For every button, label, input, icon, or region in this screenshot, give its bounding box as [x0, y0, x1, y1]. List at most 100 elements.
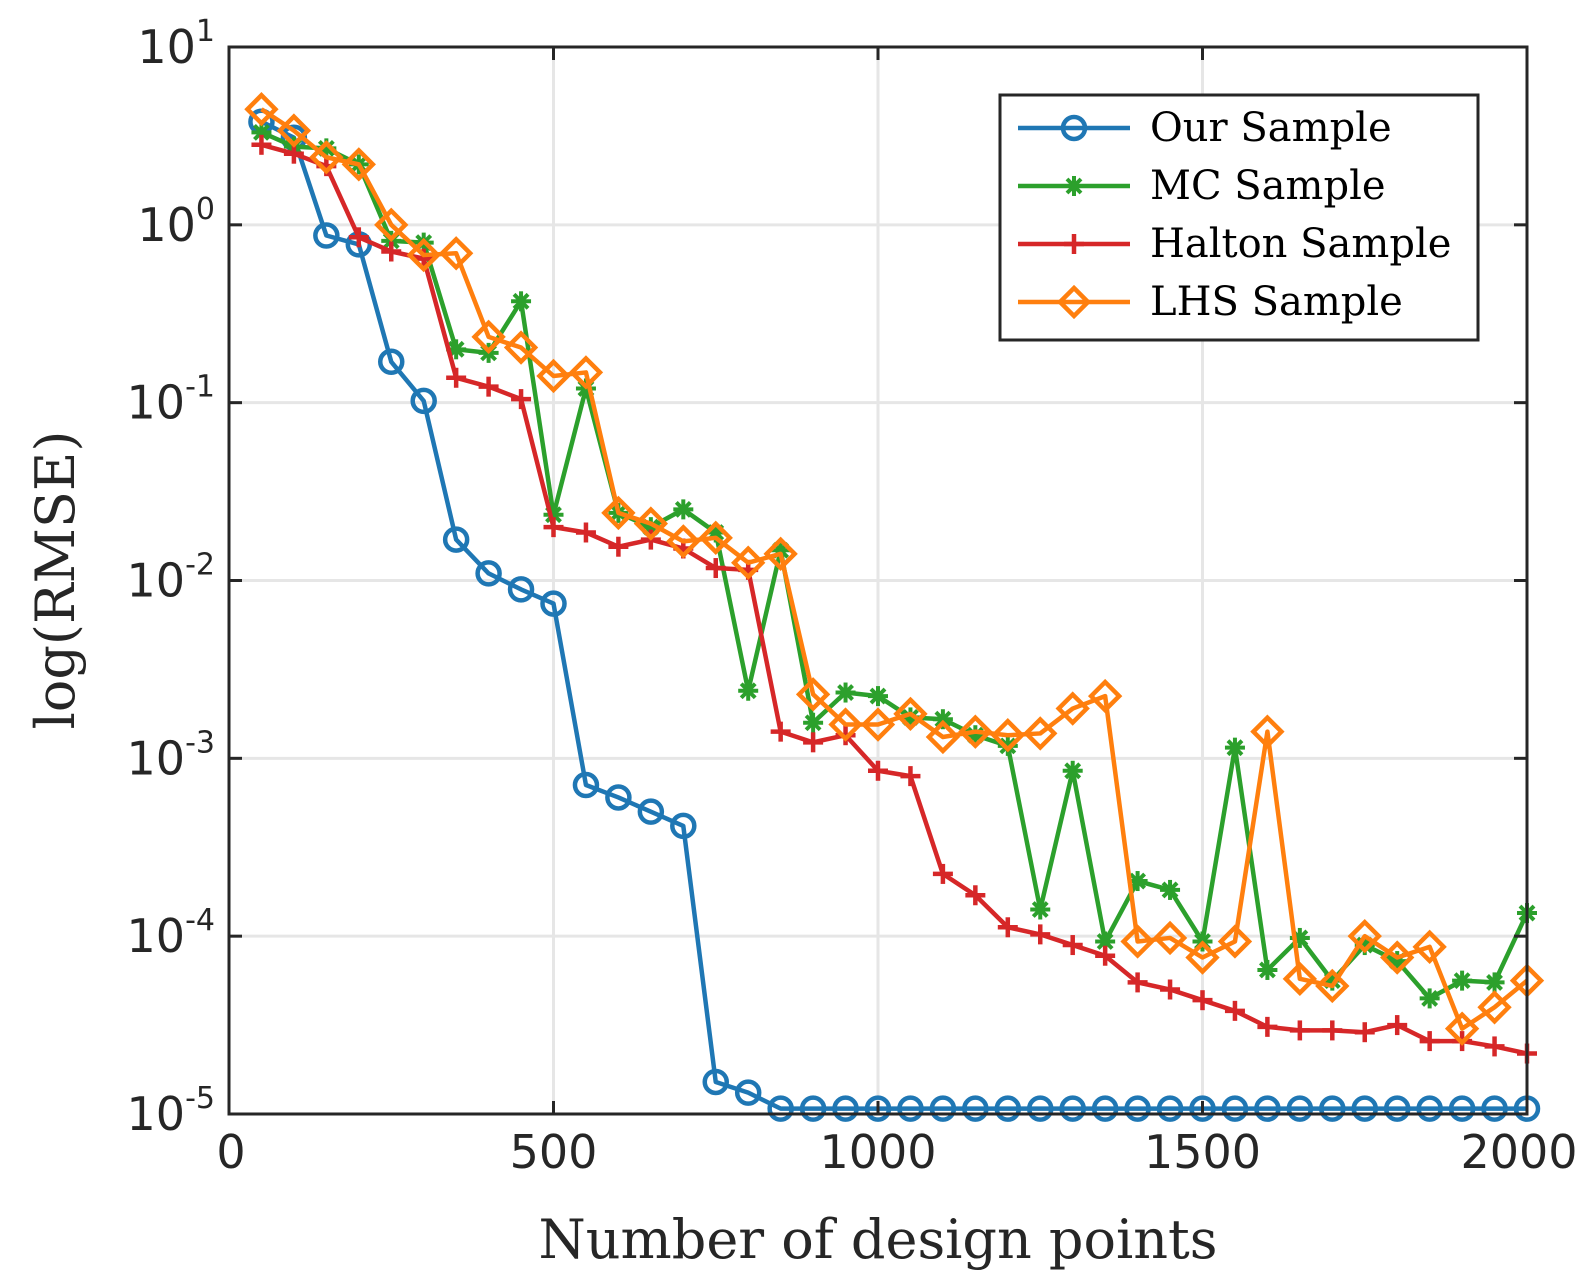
- data-point: [348, 227, 369, 248]
- data-point: [731, 545, 766, 580]
- data-point: [471, 319, 506, 355]
- data-point: [511, 291, 532, 312]
- data-point: [1124, 1095, 1151, 1122]
- x-axis-title: Number of design points: [539, 1208, 1218, 1271]
- data-point: [1055, 691, 1090, 726]
- series-our-sample: [248, 108, 1541, 1122]
- data-point: [575, 522, 596, 543]
- data-point: [1224, 1000, 1245, 1021]
- data-point: [1156, 1095, 1184, 1122]
- legend: Our Sample MC Sample Halton Sample LHS Samp…: [998, 93, 1480, 342]
- data-point: [893, 696, 928, 732]
- data-point: [276, 113, 312, 148]
- data-point: [1030, 924, 1051, 945]
- series-layer: [244, 92, 1545, 1122]
- data-point: [673, 499, 694, 520]
- data-point: [932, 863, 953, 884]
- legend-marker: [1056, 284, 1092, 320]
- data-point: [994, 1095, 1022, 1122]
- data-point: [251, 134, 272, 155]
- data-point: [244, 92, 279, 127]
- y-axis-title: log(RMSE): [24, 431, 87, 730]
- data-point: [1416, 1095, 1443, 1122]
- data-point: [932, 709, 953, 730]
- x-tick-label: 1000: [819, 1125, 936, 1179]
- series-line: [260, 142, 1528, 1056]
- y-tick-label: 10-2: [127, 548, 215, 608]
- data-point: [965, 885, 986, 906]
- x-tick-label: 1500: [1144, 1125, 1261, 1179]
- data-point: [1095, 945, 1116, 966]
- data-point: [1189, 1095, 1216, 1122]
- data-point: [1452, 970, 1473, 991]
- x-tick-label: 500: [510, 1125, 598, 1179]
- data-point: [997, 735, 1018, 756]
- data-point: [1192, 990, 1213, 1011]
- data-point: [1387, 1015, 1408, 1036]
- data-point: [864, 1095, 892, 1122]
- data-point: [543, 517, 564, 538]
- data-point: [410, 387, 437, 415]
- x-tick-label: 0: [216, 1125, 245, 1179]
- data-point: [1481, 1095, 1508, 1122]
- data-point: [1217, 924, 1253, 959]
- data-point: [1127, 871, 1148, 892]
- data-point: [1152, 920, 1188, 956]
- data-point: [803, 732, 824, 753]
- data-point: [1062, 935, 1083, 956]
- series-line: [260, 130, 1530, 1001]
- data-point: [1477, 990, 1512, 1025]
- series-lhs-sample: [244, 92, 1545, 1046]
- data-point: [1091, 1095, 1119, 1122]
- data-point: [378, 348, 405, 376]
- legend-marker: [1064, 234, 1084, 254]
- data-point: [507, 576, 535, 603]
- data-point: [1120, 924, 1155, 959]
- data-point: [1087, 678, 1123, 714]
- data-point: [605, 784, 632, 811]
- data-point: [536, 358, 571, 394]
- data-point: [997, 917, 1018, 938]
- data-point: [860, 707, 896, 742]
- data-point: [1484, 1036, 1505, 1057]
- data-point: [1315, 968, 1350, 1004]
- data-point: [1059, 1095, 1086, 1122]
- data-point: [770, 721, 791, 742]
- data-point: [1023, 716, 1058, 751]
- data-point: [835, 682, 856, 703]
- data-point: [1286, 1095, 1314, 1122]
- data-point: [828, 707, 863, 742]
- data-point: [406, 237, 441, 273]
- data-point: [1030, 899, 1051, 920]
- legend-item: MC Sample: [1018, 163, 1386, 209]
- data-point: [799, 1095, 827, 1122]
- data-point: [446, 367, 467, 388]
- data-point: [1095, 931, 1116, 952]
- ticks: [227, 45, 1529, 1116]
- y-tick-labels: 101 100 10-1 10-2 10-3 10-4 10-5: [127, 14, 215, 1141]
- y-tick-label: 10-3: [127, 725, 215, 785]
- data-point: [1448, 1095, 1476, 1122]
- data-point: [1419, 988, 1440, 1009]
- data-point: [503, 330, 539, 365]
- data-point: [1412, 929, 1447, 965]
- data-point: [1289, 1020, 1310, 1041]
- data-point: [608, 536, 629, 557]
- data-point: [568, 355, 604, 390]
- data-point: [962, 1095, 989, 1122]
- data-point: [1027, 1095, 1054, 1122]
- data-point: [442, 526, 470, 553]
- data-point: [990, 718, 1025, 753]
- data-point: [835, 725, 856, 746]
- data-point: [958, 714, 993, 749]
- legend-item: Our Sample: [1018, 105, 1392, 151]
- data-point: [767, 1095, 794, 1122]
- legend-marker: [1060, 114, 1088, 142]
- data-point: [475, 560, 502, 587]
- data-point: [734, 1079, 762, 1106]
- data-point: [1322, 1020, 1343, 1041]
- data-point: [666, 524, 701, 559]
- series-halton-sample: [251, 134, 1537, 1064]
- series-line: [260, 119, 1527, 1111]
